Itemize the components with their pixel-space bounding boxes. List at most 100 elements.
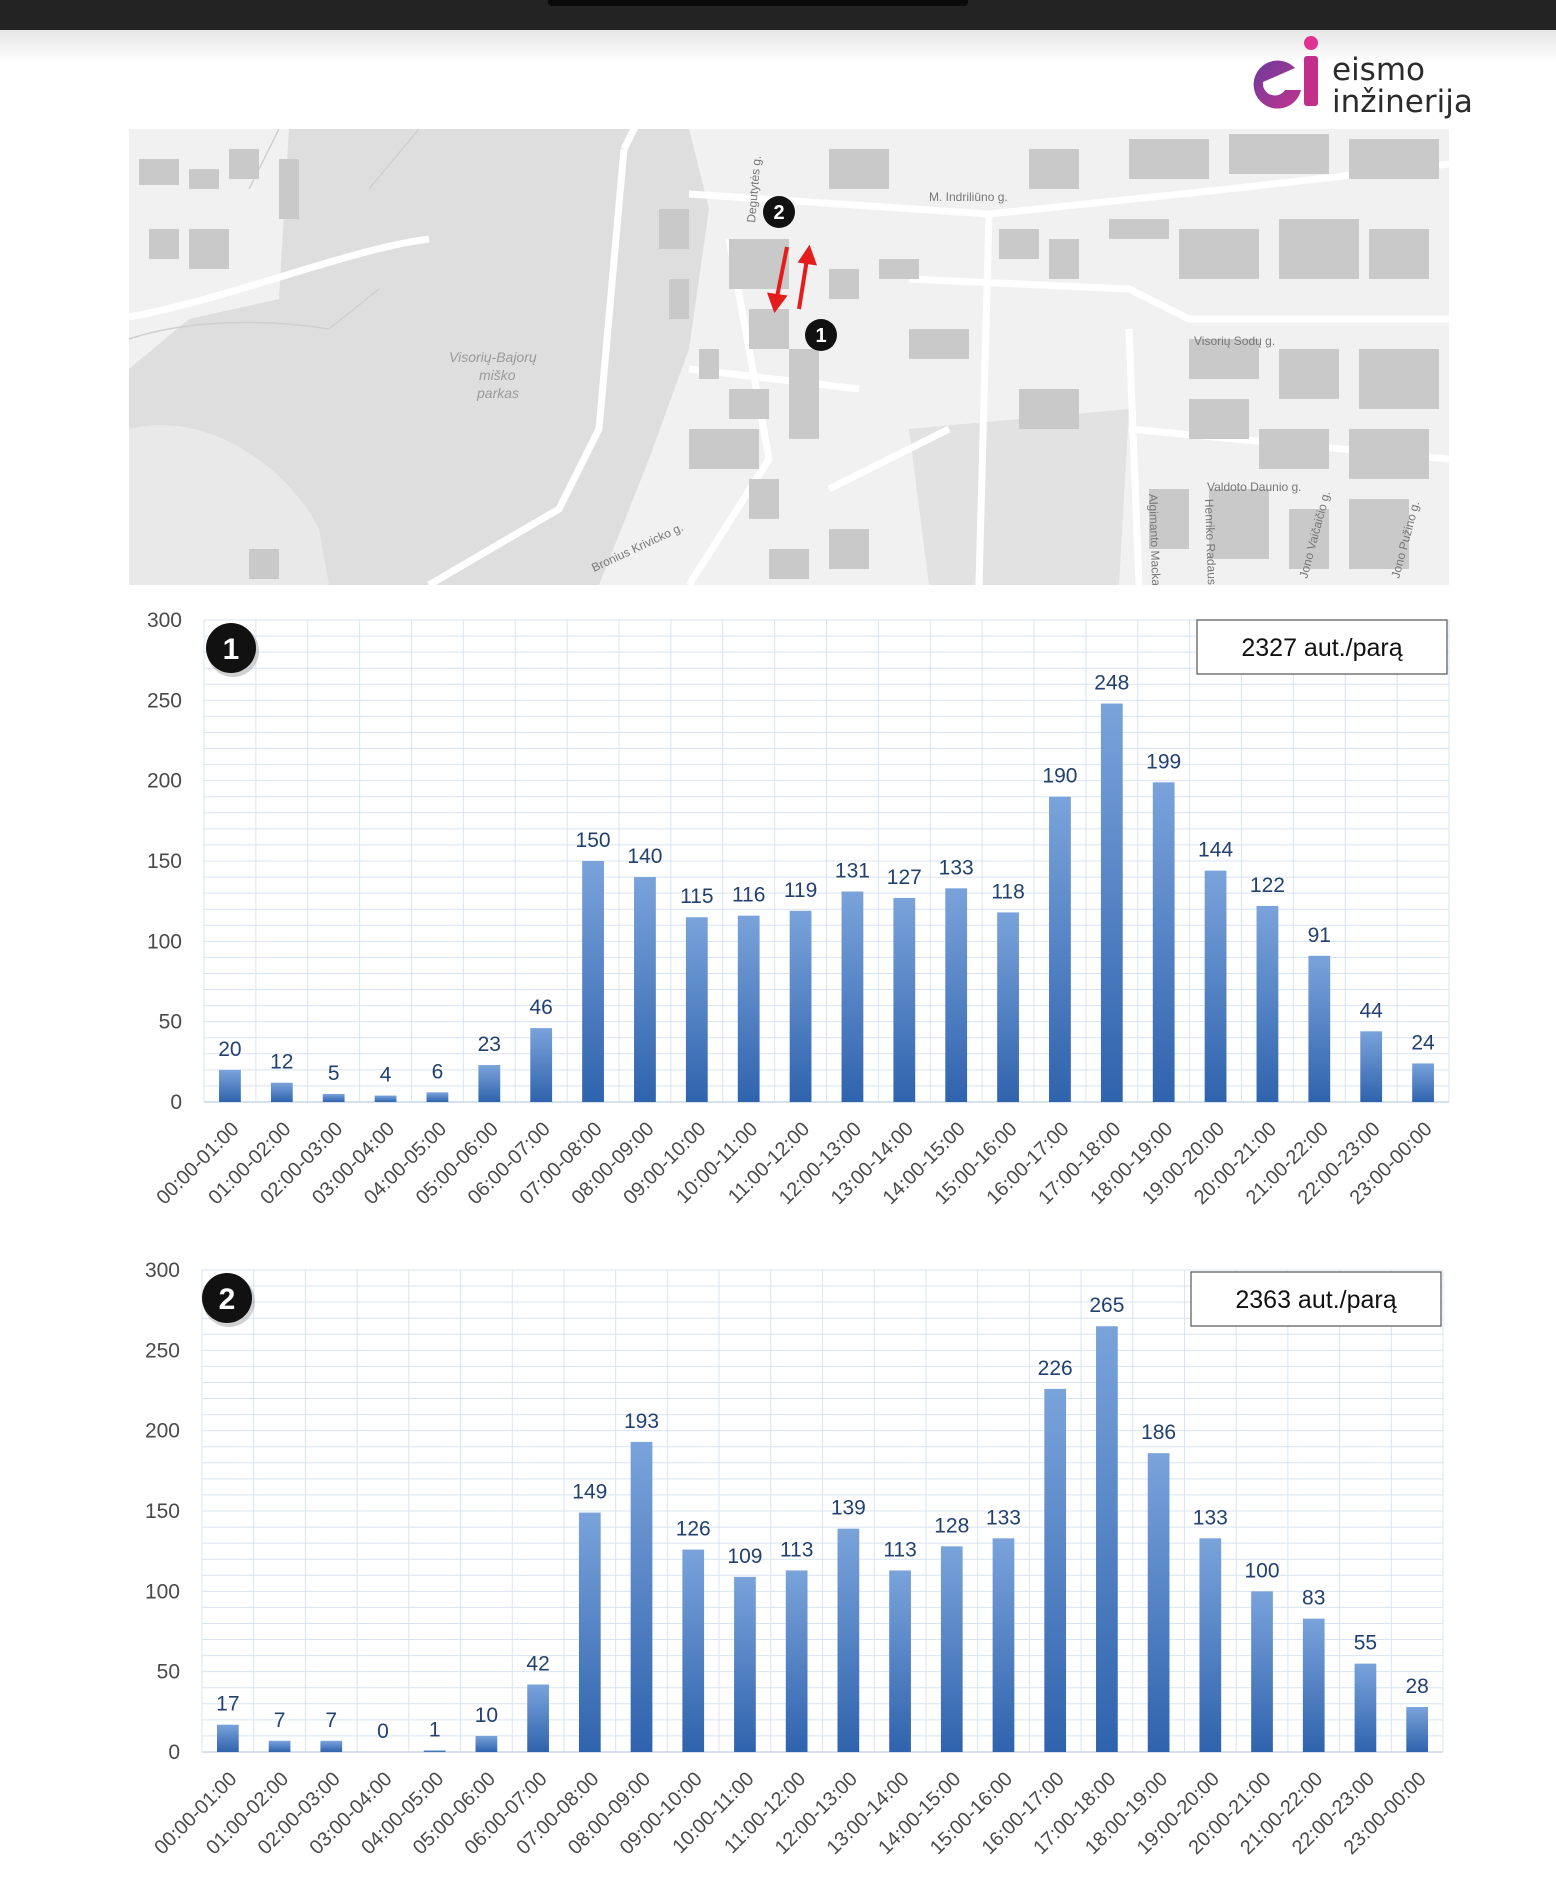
bar-value-label: 100 (1244, 1559, 1279, 1582)
bar-value-label: 133 (939, 856, 974, 879)
map-marker-1-label: 1 (815, 325, 826, 347)
daily-total-label: 2327 aut./parą (1241, 634, 1402, 662)
bar (527, 1684, 549, 1752)
bar (270, 1082, 293, 1102)
bar-value-label: 127 (887, 866, 922, 889)
bar (530, 1028, 553, 1102)
bar (1044, 1388, 1067, 1752)
bar (889, 1570, 911, 1752)
bar-value-label: 7 (274, 1709, 286, 1732)
y-tick-label: 100 (147, 930, 182, 953)
bar-value-label: 28 (1405, 1675, 1428, 1698)
bar-value-label: 4 (380, 1064, 392, 1087)
bar (682, 1549, 705, 1752)
y-tick-label: 0 (170, 1091, 182, 1114)
logo-text-line2: inžinerija (1332, 84, 1473, 120)
chart-svg-1: 0501001502002503002000:00-01:001201:00-0… (147, 609, 1450, 1209)
bar (1147, 1453, 1170, 1752)
window-top-bar (0, 0, 1556, 30)
bar-value-label: 140 (627, 845, 662, 868)
y-tick-label: 250 (147, 689, 182, 712)
bar (578, 1512, 601, 1752)
street-label-radausko: Henriko Radausko g. (1202, 499, 1220, 585)
bar (582, 861, 604, 1102)
bar-value-label: 150 (576, 829, 611, 852)
bar-value-label: 10 (475, 1704, 498, 1727)
bar-value-label: 0 (377, 1720, 389, 1743)
daily-total-label: 2363 aut./parą (1235, 1286, 1396, 1314)
bar (219, 1069, 241, 1102)
bar (268, 1740, 291, 1752)
bar (1412, 1063, 1434, 1102)
bar (475, 1735, 498, 1752)
map-marker-1: 1 (805, 319, 837, 351)
bar-value-label: 20 (218, 1038, 241, 1061)
bar (634, 877, 656, 1102)
logo-wordmark: eismo inžinerija (1332, 54, 1473, 118)
bar-value-label: 113 (883, 1538, 916, 1561)
bar-value-label: 122 (1250, 874, 1285, 897)
bar (478, 1065, 501, 1102)
arrow-southbound (775, 246, 789, 298)
bar (320, 1740, 343, 1752)
y-tick-label: 150 (147, 850, 182, 873)
bar-value-label: 109 (727, 1545, 762, 1568)
chart-marker-badge: 2 (202, 1273, 255, 1327)
bar (945, 888, 968, 1102)
bar-value-label: 91 (1308, 924, 1331, 947)
bar-value-label: 24 (1411, 1031, 1435, 1054)
bar-value-label: 44 (1360, 999, 1384, 1022)
bar (841, 891, 864, 1102)
chart-marker-label: 1 (223, 633, 240, 666)
bar-value-label: 119 (784, 879, 817, 902)
road-network (129, 129, 1449, 585)
y-tick-label: 200 (145, 1420, 180, 1443)
bar (940, 1546, 963, 1752)
bar (423, 1750, 446, 1752)
bar (1360, 1031, 1383, 1102)
bar (737, 915, 760, 1102)
bar-value-label: 149 (572, 1481, 607, 1504)
bar-value-label: 42 (526, 1653, 549, 1676)
direction-arrows (767, 244, 818, 314)
bar (893, 897, 916, 1102)
bar-value-label: 5 (328, 1062, 340, 1085)
bar-value-label: 199 (1146, 750, 1181, 773)
bar (1049, 796, 1071, 1102)
park-label-line1: Visorių-Bajorų (449, 349, 537, 365)
bar-value-label: 248 (1094, 672, 1129, 695)
bar-value-label: 126 (676, 1518, 711, 1541)
bar-value-label: 265 (1089, 1294, 1124, 1317)
bar (1406, 1707, 1429, 1752)
green-area (909, 409, 1129, 585)
buildings (139, 134, 1439, 579)
arrow-northbound (797, 258, 809, 310)
bar (789, 910, 812, 1102)
arrow-head-south (767, 292, 788, 314)
bar (734, 1576, 756, 1752)
y-tick-label: 0 (168, 1741, 180, 1764)
bar-value-label: 190 (1042, 765, 1077, 788)
field-area (129, 425, 329, 585)
y-tick-label: 100 (145, 1580, 180, 1603)
bar-value-label: 133 (986, 1506, 1021, 1529)
bar (685, 917, 708, 1102)
park-label-line2: miško (479, 367, 516, 383)
brand-logo (1246, 32, 1486, 122)
bar (1204, 870, 1227, 1102)
forest-area (129, 129, 709, 585)
map-marker-2: 2 (763, 196, 795, 228)
bar-value-label: 186 (1141, 1421, 1176, 1444)
hourly-traffic-chart-1: 0 50 100 150 200 250 300 20 00:00-01:00 12 01:00-0… (129, 600, 1456, 1218)
top-shadow (0, 30, 1556, 64)
y-tick-label: 300 (147, 609, 182, 632)
bar-value-label: 116 (732, 884, 765, 907)
chart-marker-badge: 1 (206, 623, 259, 677)
chart-marker-label: 2 (219, 1283, 236, 1316)
bar-value-label: 128 (934, 1514, 969, 1537)
y-tick-label: 200 (147, 770, 182, 793)
bar-value-label: 133 (1193, 1506, 1228, 1529)
bar (997, 912, 1019, 1102)
bar-value-label: 12 (270, 1051, 293, 1074)
logo-text-line1: eismo (1332, 52, 1425, 88)
